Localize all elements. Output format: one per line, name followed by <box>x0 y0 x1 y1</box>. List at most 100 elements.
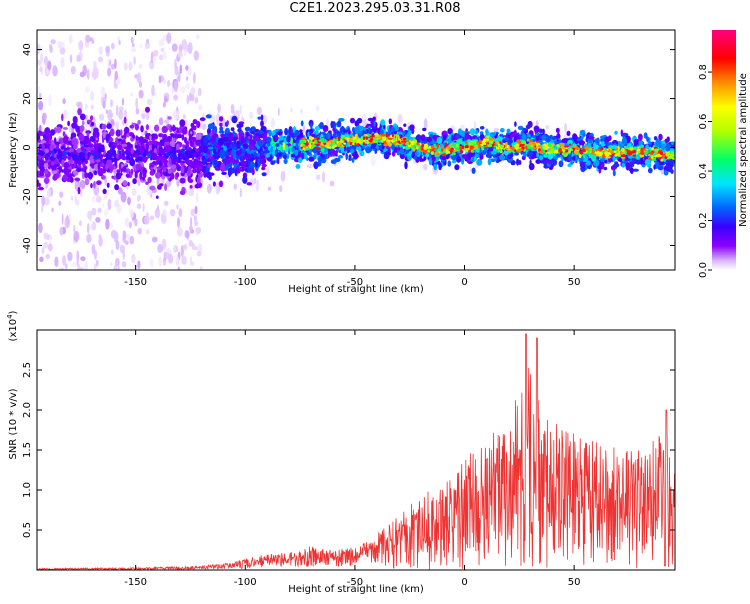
spectrogram-noise-cell <box>69 34 73 43</box>
spectrogram-noise-cell <box>99 114 104 121</box>
spectrogram-band-cell <box>522 128 526 131</box>
spectrogram-noise-cell <box>105 219 109 230</box>
spectrogram-band-cell <box>456 133 460 139</box>
spectrogram-band-cell <box>556 128 560 133</box>
spectrogram-peak-cell <box>353 137 357 140</box>
spectrogram-band-cell <box>44 163 49 169</box>
spectrogram-band-cell <box>131 144 133 148</box>
spectrogram-noise-cell <box>54 257 58 268</box>
spectrogram-noise-cell <box>139 90 144 99</box>
spectrogram-band-cell <box>614 131 617 135</box>
spectrogram-band-cell <box>154 165 158 170</box>
spectrogram-peak-cell <box>532 144 534 146</box>
spectrogram-noise-cell <box>129 61 133 71</box>
spectrogram-noise-cell <box>187 95 189 105</box>
spectrogram-peak-cell <box>607 149 609 151</box>
spectrogram-noise-cell <box>137 260 140 269</box>
spectrogram-band-cell <box>422 128 426 131</box>
spectrogram-peak-cell <box>341 135 346 139</box>
spectrogram-band-cell <box>162 126 168 134</box>
spectrogram-band-cell <box>168 136 172 141</box>
spectrogram-band-cell <box>187 151 193 158</box>
spectrogram-band-cell <box>90 115 93 120</box>
spectrogram-band-cell <box>364 128 367 131</box>
spectrogram-peak-cell <box>651 155 654 159</box>
spectrogram-band-cell <box>337 121 341 128</box>
spectrogram-peak-cell <box>671 152 674 156</box>
spectrogram-peak-cell <box>465 141 468 144</box>
spectrogram-noise-cell <box>239 105 241 115</box>
spectrogram-band-cell <box>452 160 456 164</box>
spectrogram-noise-cell <box>85 104 88 111</box>
spectrogram-peak-cell <box>442 145 444 149</box>
spectrogram-noise-cell <box>133 56 135 65</box>
spectrogram-band-cell <box>56 154 62 160</box>
spectrogram-noise-cell <box>185 83 189 89</box>
spectrogram-noise-cell <box>185 230 190 238</box>
spectrogram-noise-cell <box>46 68 49 75</box>
spectrogram-noise-cell <box>116 240 120 250</box>
spectrogram-peak-cell <box>422 144 424 147</box>
spectrogram-noise-cell <box>51 39 56 44</box>
spectrogram-peak-cell <box>376 137 380 139</box>
spectrogram-band-cell <box>177 153 183 157</box>
spectrogram-band-cell <box>602 157 605 160</box>
spectrogram-noise-cell <box>87 69 90 80</box>
spectrogram-noise-cell <box>123 250 125 260</box>
spectrogram-band-cell <box>283 142 286 150</box>
spectrogram-peak-cell <box>555 150 558 154</box>
spectrogram-noise-cell <box>194 51 200 61</box>
spectrogram-band-cell <box>156 142 161 146</box>
spectrogram-band-cell <box>39 172 44 177</box>
colorbar-gradient-bar <box>712 30 736 270</box>
spectrogram-band-cell <box>331 159 337 164</box>
spectrogram-band-cell <box>621 163 625 168</box>
spectrogram-band-cell <box>74 178 80 182</box>
spectrogram-band-cell <box>613 163 619 167</box>
spectrogram-noise-cell <box>161 48 165 52</box>
spectrogram-band-cell <box>636 160 641 164</box>
spectrogram-noise-cell <box>71 263 77 267</box>
spectrogram-noise-cell <box>48 244 53 252</box>
spectrogram-noise-cell <box>92 222 96 231</box>
spectrogram-band-cell <box>68 148 73 152</box>
spectrogram-band-cell <box>231 116 237 124</box>
spectrogram-band-cell <box>79 134 85 142</box>
spectrogram-band-cell <box>266 154 270 158</box>
spectrogram-peak-cell <box>594 154 596 157</box>
spectrogram-band-cell <box>355 126 361 134</box>
spectrogram-noise-cell <box>164 201 169 206</box>
spectrogram-noise-cell <box>114 200 119 208</box>
spectrogram-noise-cell <box>67 252 72 262</box>
spectrogram-noise-cell <box>197 251 202 256</box>
spectrogram-peak-cell <box>482 141 486 144</box>
spectrogram-peak-cell <box>316 144 320 146</box>
spectrogram-band-cell <box>275 143 279 147</box>
spectrogram-band-cell <box>230 169 235 174</box>
spectrogram-band-cell <box>69 160 73 164</box>
spectrogram-peak-cell <box>305 148 310 150</box>
spectrogram-band-cell <box>526 125 531 130</box>
spectrogram-noise-cell <box>110 100 113 107</box>
spectrogram-noise-cell <box>190 209 195 217</box>
spectrogram-band-cell <box>283 155 287 159</box>
spectrogram-band-cell <box>373 121 375 127</box>
spectrogram-band-cell <box>279 135 284 141</box>
spectrogram-noise-cell <box>132 43 135 47</box>
spectrogram-band-cell <box>541 135 546 141</box>
spectrogram-band-cell <box>203 137 208 144</box>
spectrogram-band-cell <box>200 117 206 121</box>
spectrogram-peak-cell <box>363 142 365 146</box>
spectrogram-noise-cell <box>172 43 178 51</box>
spectrogram-peak-cell <box>548 143 551 147</box>
spectrogram-peak-cell <box>383 137 387 141</box>
spectrogram-peak-cell <box>486 136 490 139</box>
spectrogram-noise-cell <box>96 195 102 203</box>
spectrogram-noise-cell <box>177 227 183 237</box>
spectrogram-band-cell <box>40 160 45 167</box>
spectrogram-peak-cell <box>563 149 566 152</box>
spectrogram-noise-cell <box>48 94 52 106</box>
spectrogram-band-cell <box>451 155 457 160</box>
spectrogram-noise-cell <box>111 43 115 50</box>
